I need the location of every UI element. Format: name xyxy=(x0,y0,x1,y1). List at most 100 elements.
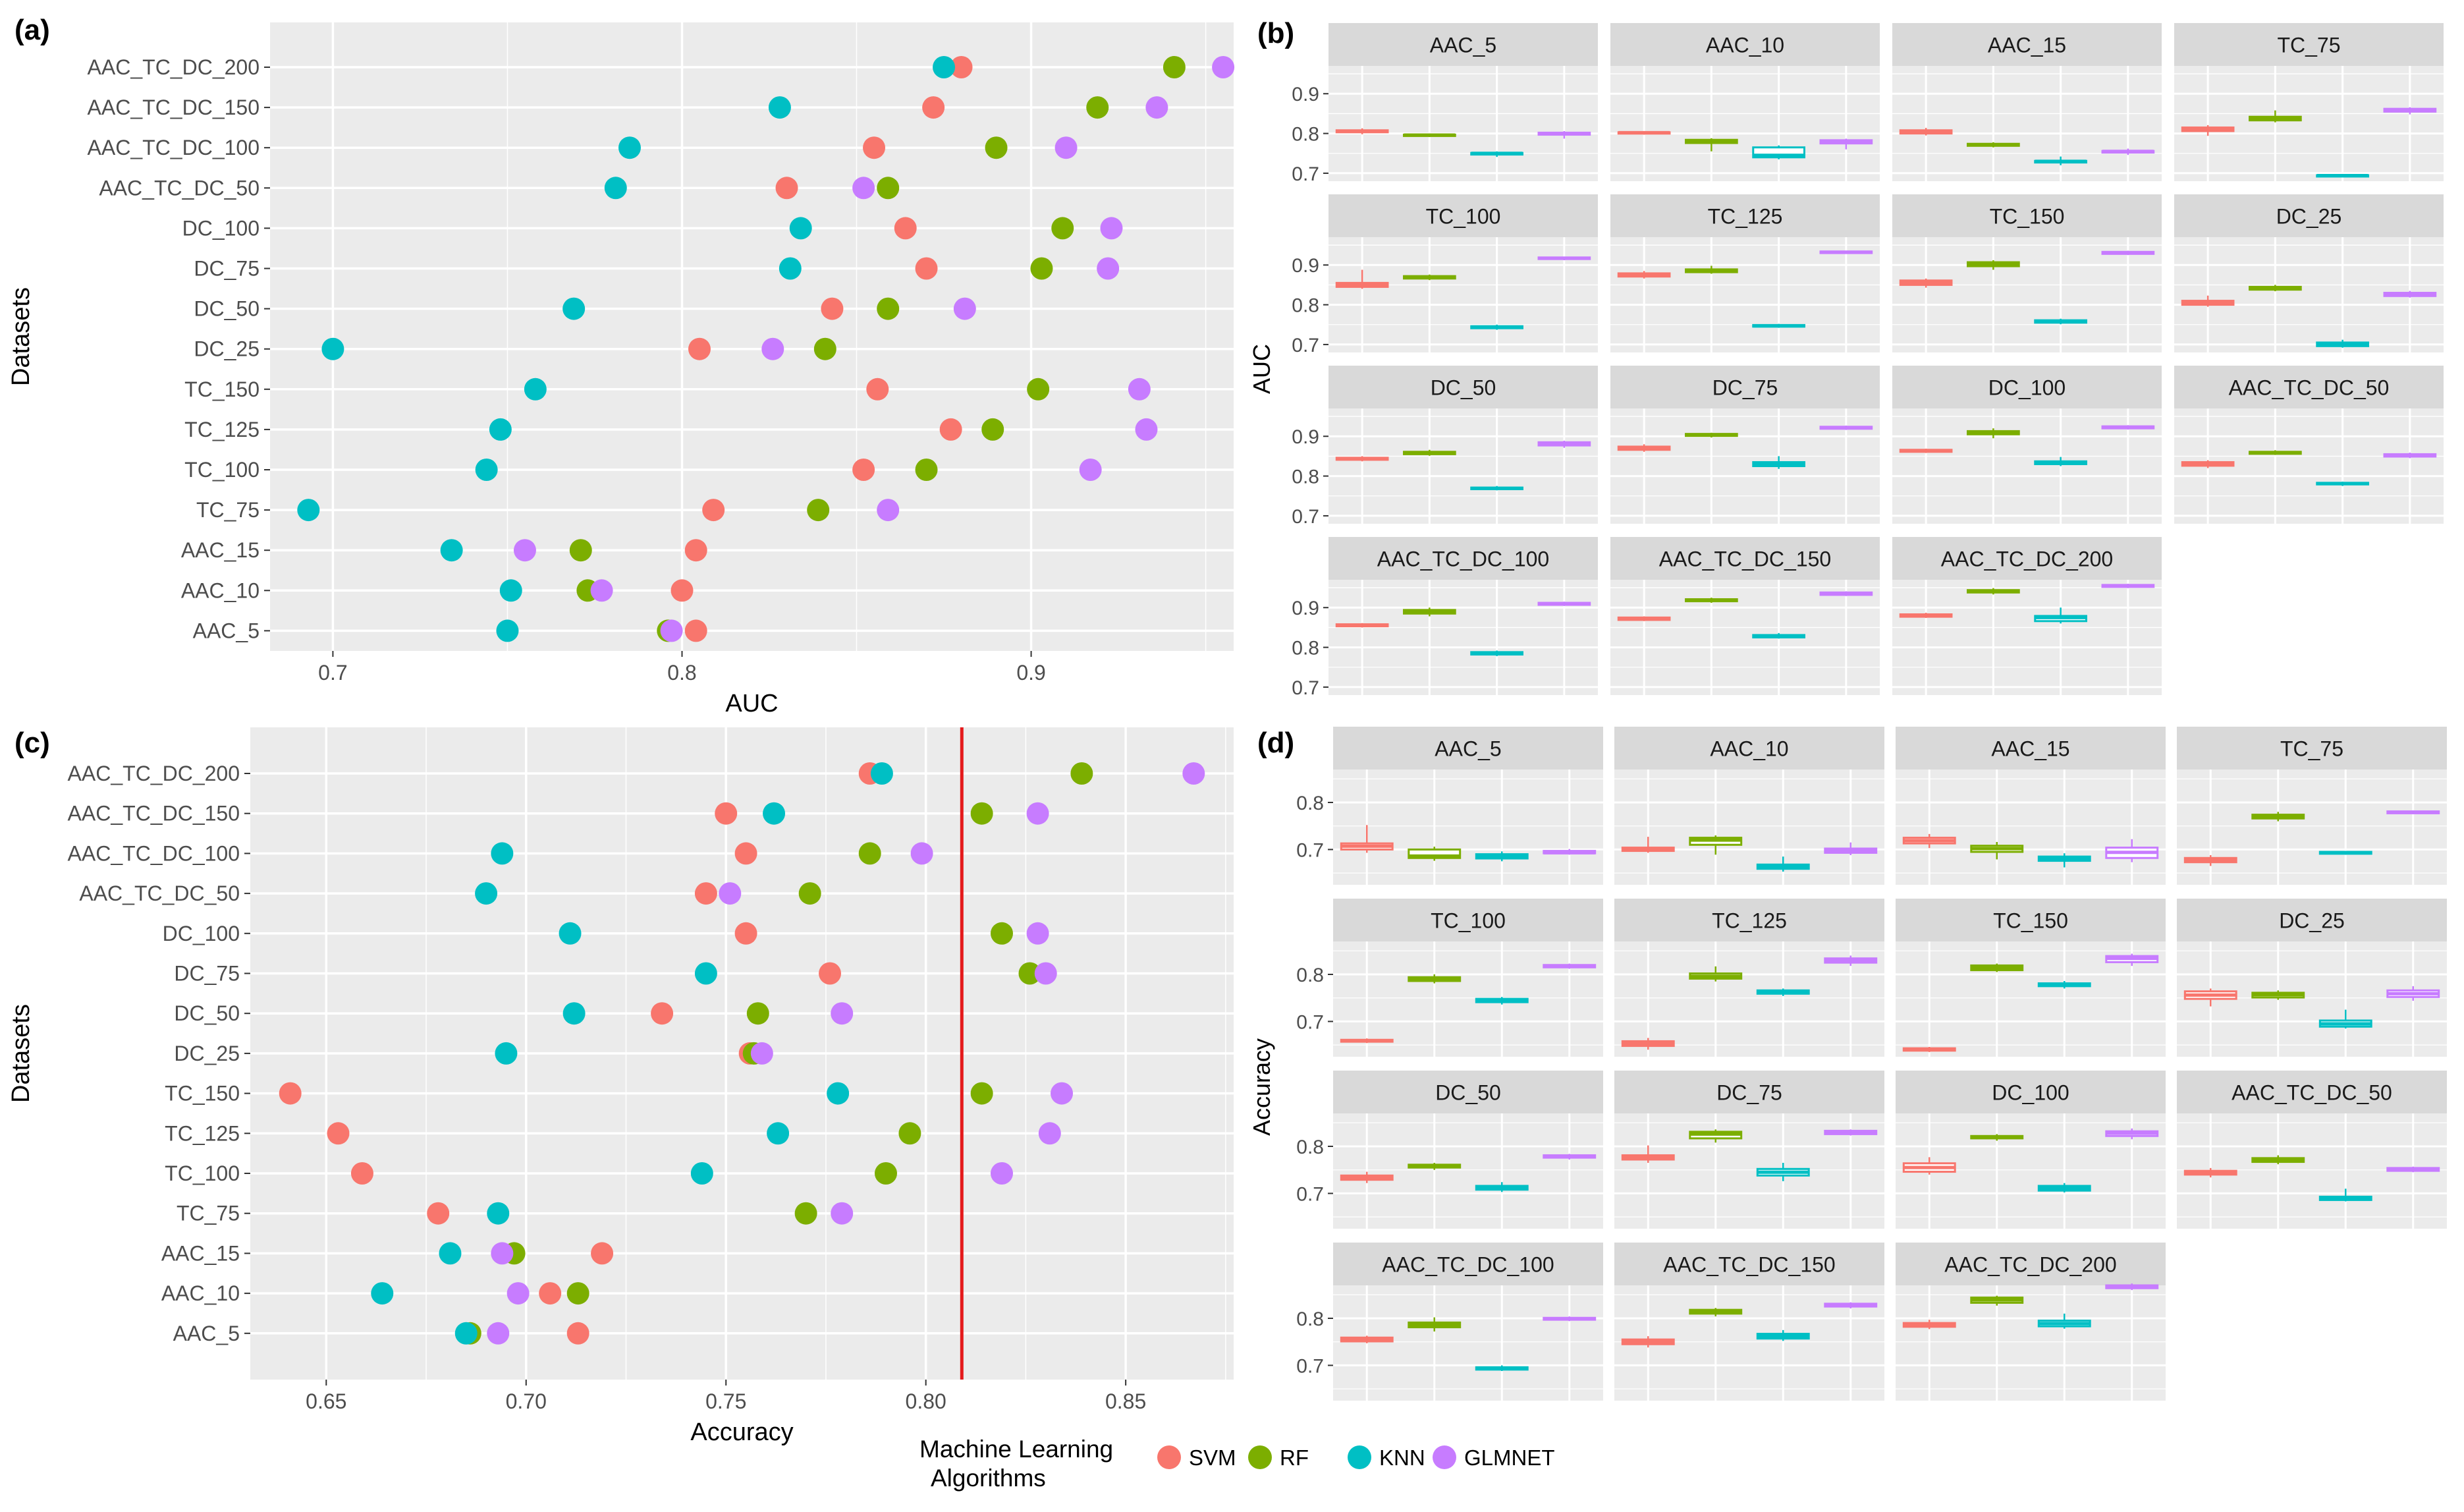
box-svm xyxy=(1621,1038,1675,1050)
x-tick-label: 0.7 xyxy=(318,661,347,685)
facet-dc-25: DC_25 xyxy=(2174,194,2444,352)
box-svm xyxy=(1899,278,1953,288)
facet-dc-50: DC_50 0.7 0.8 xyxy=(1296,1071,1603,1229)
point-glmnet-aac-tc-dc-50 xyxy=(719,882,742,905)
point-svm-aac-tc-dc-150 xyxy=(715,802,738,825)
point-knn-dc-25 xyxy=(495,1042,518,1065)
box-rf xyxy=(1967,428,2020,439)
y-tick-label-aac-10: AAC_10 xyxy=(181,578,260,602)
point-svm-aac-tc-dc-200 xyxy=(950,56,973,78)
facet-title: AAC_TC_DC_100 xyxy=(1377,547,1549,571)
point-knn-aac-15 xyxy=(439,1242,462,1265)
facet-strip xyxy=(1892,537,2162,580)
facet-title: AAC_TC_DC_150 xyxy=(1663,1253,1835,1277)
box-knn xyxy=(1475,997,1529,1005)
box-rf xyxy=(2249,110,2302,123)
y-tick-label-aac-15: AAC_15 xyxy=(161,1241,240,1265)
point-knn-dc-75 xyxy=(694,962,717,985)
y-tick-label-dc-75: DC_75 xyxy=(194,257,260,281)
point-glmnet-aac-tc-dc-150 xyxy=(1026,802,1049,825)
point-rf-aac-15 xyxy=(569,539,592,562)
y-tick-label: 0.8 xyxy=(1296,793,1324,814)
facet-tc-100: TC_100 0.7 0.8 xyxy=(1296,899,1603,1057)
point-glmnet-tc-150 xyxy=(1051,1082,1074,1105)
facet-panel xyxy=(1892,66,2162,181)
facet-aac-tc-dc-200: AAC_TC_DC_200 xyxy=(1896,1243,2166,1401)
box-rf xyxy=(1967,142,2020,148)
point-svm-aac-5 xyxy=(684,619,707,642)
point-glmnet-dc-75 xyxy=(1034,962,1057,985)
y-tick-label-tc-150: TC_150 xyxy=(165,1082,240,1106)
box-rf xyxy=(1685,432,1738,438)
y-tick-label: 0.7 xyxy=(1296,839,1324,861)
box-knn xyxy=(2037,981,2091,989)
box-knn xyxy=(1752,323,1805,328)
box-knn xyxy=(1470,650,1523,656)
y-axis-title: AUC xyxy=(1248,344,1275,394)
facet-aac-10: AAC_10 xyxy=(1610,23,1880,181)
facet-strip xyxy=(1896,727,2166,770)
point-glmnet-aac-5 xyxy=(660,619,683,642)
point-knn-tc-75 xyxy=(487,1202,510,1225)
point-rf-aac-tc-dc-100 xyxy=(985,136,1008,159)
box-glmnet xyxy=(2105,953,2159,966)
point-rf-tc-150 xyxy=(1027,378,1050,401)
point-svm-dc-100 xyxy=(894,217,917,240)
y-axis-title: Datasets xyxy=(7,1004,35,1103)
y-axis-title: Datasets xyxy=(7,287,35,386)
panel-label: (d) xyxy=(1257,727,1294,759)
facet-tc-75: TC_75 xyxy=(2174,23,2444,181)
box-glmnet xyxy=(1819,138,1873,150)
box-glmnet xyxy=(2101,425,2155,430)
box-knn xyxy=(1752,632,1805,639)
point-knn-tc-100 xyxy=(475,459,498,481)
x-axis-title: Accuracy xyxy=(690,1418,793,1446)
facet-title: AAC_5 xyxy=(1430,34,1496,57)
legend-item-svm: SVM xyxy=(1157,1445,1236,1470)
facet-title: AAC_TC_DC_100 xyxy=(1382,1253,1554,1277)
point-rf-dc-25 xyxy=(813,337,836,360)
point-rf-aac-tc-dc-150 xyxy=(970,802,993,825)
box-glmnet xyxy=(2101,148,2155,155)
box-svm xyxy=(1902,833,1956,849)
point-knn-aac-tc-dc-150 xyxy=(763,802,786,825)
point-glmnet-aac-tc-dc-100 xyxy=(910,842,933,865)
box-rf xyxy=(1403,274,1456,281)
y-tick-label: 0.7 xyxy=(1296,1011,1324,1033)
y-tick-label: 0.9 xyxy=(1292,84,1319,105)
box-glmnet xyxy=(1824,955,1878,966)
point-svm-dc-100 xyxy=(734,922,757,945)
box-rf xyxy=(2251,812,2305,822)
facet-strip xyxy=(1892,194,2162,237)
box-rf xyxy=(1970,1295,2024,1306)
y-tick-label: 0.8 xyxy=(1292,124,1319,146)
facet-panel xyxy=(1333,770,1603,885)
box-rf xyxy=(1403,449,1456,456)
point-knn-dc-25 xyxy=(321,337,344,360)
facet-strip xyxy=(2174,366,2444,408)
y-tick-label-aac-tc-dc-150: AAC_TC_DC_150 xyxy=(68,802,240,826)
facet-title: DC_75 xyxy=(1712,376,1778,400)
facet-strip xyxy=(1896,1243,2166,1285)
facet-strip xyxy=(1328,23,1598,66)
box-svm xyxy=(1617,271,1671,279)
y-tick-label: 0.9 xyxy=(1292,255,1319,277)
point-svm-aac-tc-dc-100 xyxy=(863,136,886,159)
box-svm xyxy=(1340,1038,1394,1044)
point-svm-dc-50 xyxy=(821,297,844,320)
box-knn xyxy=(2318,1189,2372,1202)
facet-tc-75: TC_75 xyxy=(2177,727,2447,885)
facet-strip xyxy=(1328,366,1598,408)
facet-title: AAC_15 xyxy=(1988,34,2066,57)
facet-aac-tc-dc-200: AAC_TC_DC_200 xyxy=(1892,537,2162,695)
y-tick-label: 0.8 xyxy=(1296,1308,1324,1330)
facet-dc-100: DC_100 xyxy=(1892,366,2162,524)
box-svm xyxy=(1902,1157,1956,1175)
box-glmnet xyxy=(1819,250,1873,254)
facet-title: DC_25 xyxy=(2276,205,2342,229)
y-tick-label-aac-tc-dc-50: AAC_TC_DC_50 xyxy=(79,882,240,905)
facet-aac-tc-dc-150: AAC_TC_DC_150 xyxy=(1614,1243,1884,1401)
point-rf-aac-tc-dc-150 xyxy=(1086,96,1109,119)
point-knn-aac-5 xyxy=(454,1322,478,1345)
facet-title: AAC_TC_DC_200 xyxy=(1944,1253,2116,1277)
